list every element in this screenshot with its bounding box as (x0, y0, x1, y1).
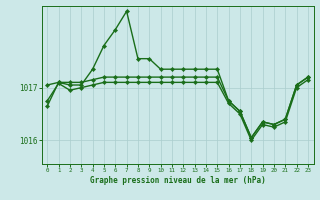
X-axis label: Graphe pression niveau de la mer (hPa): Graphe pression niveau de la mer (hPa) (90, 176, 266, 185)
